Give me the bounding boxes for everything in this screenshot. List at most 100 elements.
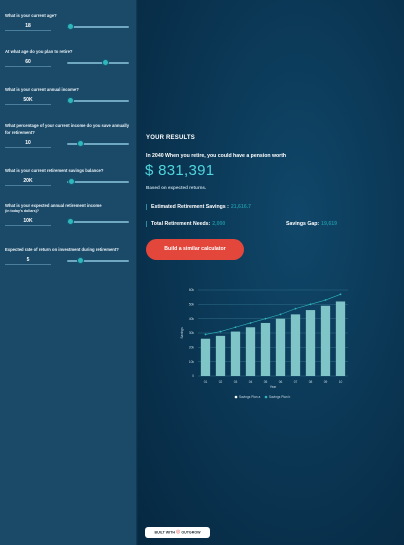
question-rate-of-return: Expected rate of return on investment du… [5,246,133,266]
series-point [219,330,222,333]
bar [260,322,271,376]
question-retire-age: At what age do you plan to retire? 60 [5,48,133,68]
build-calculator-button[interactable]: Build a similar calculator [146,239,244,260]
x-tick-label: 10 [339,380,343,384]
series-point [279,313,282,316]
question-current-age: What is your current age? 18 [5,12,133,32]
question-label: Expected rate of return on investment du… [5,247,119,252]
question-retirement-income: What is your expected annual retirement … [5,202,133,227]
savings-balance-input[interactable]: 20K [5,177,51,186]
badge-prefix: BUILT WITH [154,530,175,535]
current-age-slider[interactable] [66,23,129,30]
bar [335,301,346,376]
bar [290,314,301,376]
results-subtext: Based on expected returns. [146,185,207,190]
x-tick-label: 06 [279,380,283,384]
slider-handle[interactable] [66,23,74,30]
total-needs-stat: Total Retirement Needs: 2,000 [146,221,225,227]
retirement-income-slider[interactable] [66,218,129,225]
savings-chart: 0 10k 20k 30k 40k 50k 60k Savings Year 01 02 03 04 05… [180,288,348,399]
legend-marker [234,395,238,399]
savings-percent-input[interactable]: 10 [5,139,51,148]
x-tick-label: 05 [264,380,268,384]
results-headline: In 2040 When you retire, you could have … [146,153,287,159]
x-tick-label: 01 [204,380,208,384]
y-tick-label: 10k [189,360,195,364]
series-point [249,322,252,324]
y-tick-label: 30k [189,331,195,335]
question-savings-percent: What percentage of your current income d… [5,122,133,149]
question-row: 18 [5,22,133,32]
series-line [205,294,341,335]
slider-handle[interactable] [66,218,74,225]
rate-of-return-slider[interactable] [67,257,129,264]
stat-value: 2,000 [212,221,226,227]
x-tick-label: 02 [219,380,223,384]
bar [305,310,316,376]
series-point [324,299,327,301]
input-panel: What is your current age? 18 At what age… [0,0,136,545]
results-title: YOUR RESULTS [146,135,195,141]
savings-percent-slider[interactable] [67,140,129,147]
y-tick-label: 40k [189,317,195,321]
question-row: 10 [5,139,133,149]
question-savings-balance: What is your current retirement savings … [5,167,133,187]
series-point [309,303,312,306]
question-label: What is your current age? [5,13,57,18]
legend-marker [264,395,268,399]
stat-label: Estimated Retirement Savings : [151,204,229,210]
y-tick-label: 0 [192,374,194,378]
retire-age-input[interactable]: 60 [5,58,51,67]
y-axis-label: Savings [180,327,184,339]
badge-brand: OUTGROW [181,530,201,535]
question-row: 50K [5,96,133,106]
slider-handle[interactable] [66,97,74,104]
question-row: 5 [5,256,133,266]
slider-handle[interactable] [77,140,85,147]
bar [275,318,286,376]
x-tick-label: 04 [249,380,253,384]
bar [200,338,211,376]
savings-gap-stat: Savings Gap: 19,619 [286,221,337,227]
question-row: 60 [5,58,133,68]
series-point [204,333,207,336]
annual-income-slider[interactable] [66,97,129,104]
series-point [339,293,342,296]
stat-value: 21,616.7 [230,204,252,210]
built-with-badge[interactable]: BUILT WITH ◎ OUTGROW [145,527,210,538]
slider-handle[interactable] [68,178,76,185]
y-tick-label: 60k [189,288,195,292]
bar [245,327,256,376]
series-point [264,317,267,320]
question-row: 10K [5,217,133,227]
legend-label: Savings Plan a [239,395,260,399]
results-panel: YOUR RESULTS In 2040 When you retire, yo… [137,0,404,545]
slider-handle[interactable] [101,59,109,66]
y-tick-label: 50k [189,303,195,307]
series-point [234,326,237,329]
question-row: 20K [5,177,133,187]
annual-income-input[interactable]: 50K [5,96,51,105]
current-age-input[interactable]: 18 [5,22,51,31]
x-tick-label: 09 [324,380,328,384]
x-tick-label: 07 [294,380,298,384]
bar [320,305,331,376]
retirement-income-input[interactable]: 10K [5,217,51,226]
question-label: What is your current retirement savings … [5,168,104,173]
question-annual-income: What is your current annual income? 50K [5,86,133,106]
bar [230,331,241,376]
x-tick-label: 08 [309,380,313,384]
y-tick-label: 20k [189,346,195,350]
x-axis-label: Year [270,385,277,389]
question-label: At what age do you plan to retire? [5,49,73,54]
bar [215,335,226,376]
question-label: What is your expected annual retirement … [5,203,102,208]
question-label: What is your current annual income? [5,87,79,92]
rate-of-return-input[interactable]: 5 [5,256,51,265]
retire-age-slider[interactable] [67,59,129,66]
slider-handle[interactable] [77,257,85,264]
savings-balance-slider[interactable] [67,178,129,185]
question-label: What percentage of your current income d… [5,123,130,135]
stat-label: Savings Gap: [286,221,320,227]
